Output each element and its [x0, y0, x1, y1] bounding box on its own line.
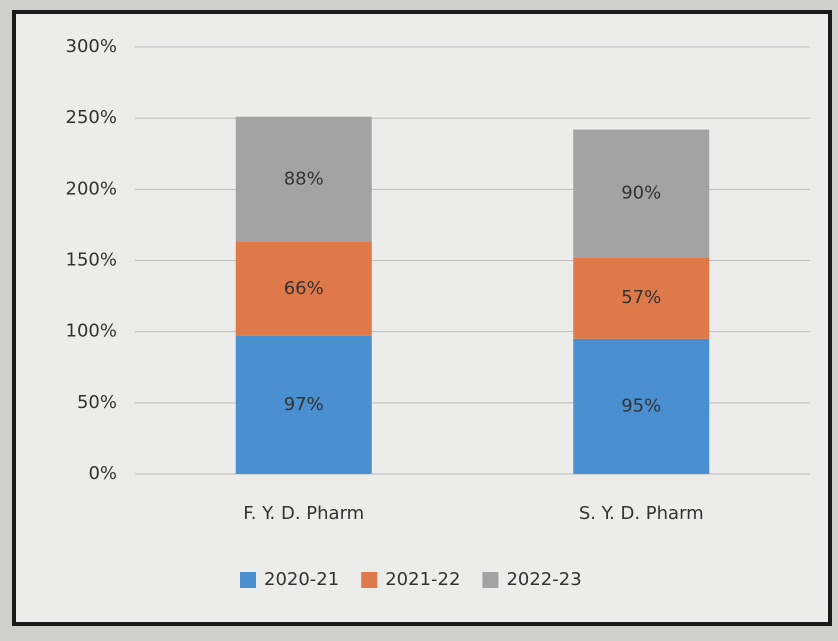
y-tick-label: 200% [66, 178, 117, 199]
data-label: 97% [284, 394, 324, 415]
y-tick-label: 150% [66, 250, 117, 271]
legend-swatch [240, 572, 256, 588]
legend-swatch [361, 572, 377, 588]
y-tick-label: 100% [66, 321, 117, 342]
chart: 0% 50% 100% 150% 200% 250% 300% 97% 66% 88% F. Y. … [0, 0, 838, 641]
legend-label: 2022-23 [506, 569, 581, 590]
legend-swatch [482, 572, 498, 588]
data-label: 88% [284, 168, 324, 189]
legend-label: 2020-21 [264, 569, 339, 590]
y-tick-label: 250% [66, 107, 117, 128]
y-tick-label: 0% [88, 463, 117, 484]
x-tick-label: F. Y. D. Pharm [243, 503, 364, 524]
legend-label: 2021-22 [385, 569, 460, 590]
x-tick-label: S. Y. D. Pharm [579, 503, 704, 524]
data-label: 66% [284, 278, 324, 299]
y-tick-label: 50% [77, 392, 117, 413]
data-label: 90% [621, 183, 661, 204]
data-label: 57% [621, 287, 661, 308]
data-label: 95% [621, 395, 661, 416]
y-tick-label: 300% [66, 36, 117, 57]
